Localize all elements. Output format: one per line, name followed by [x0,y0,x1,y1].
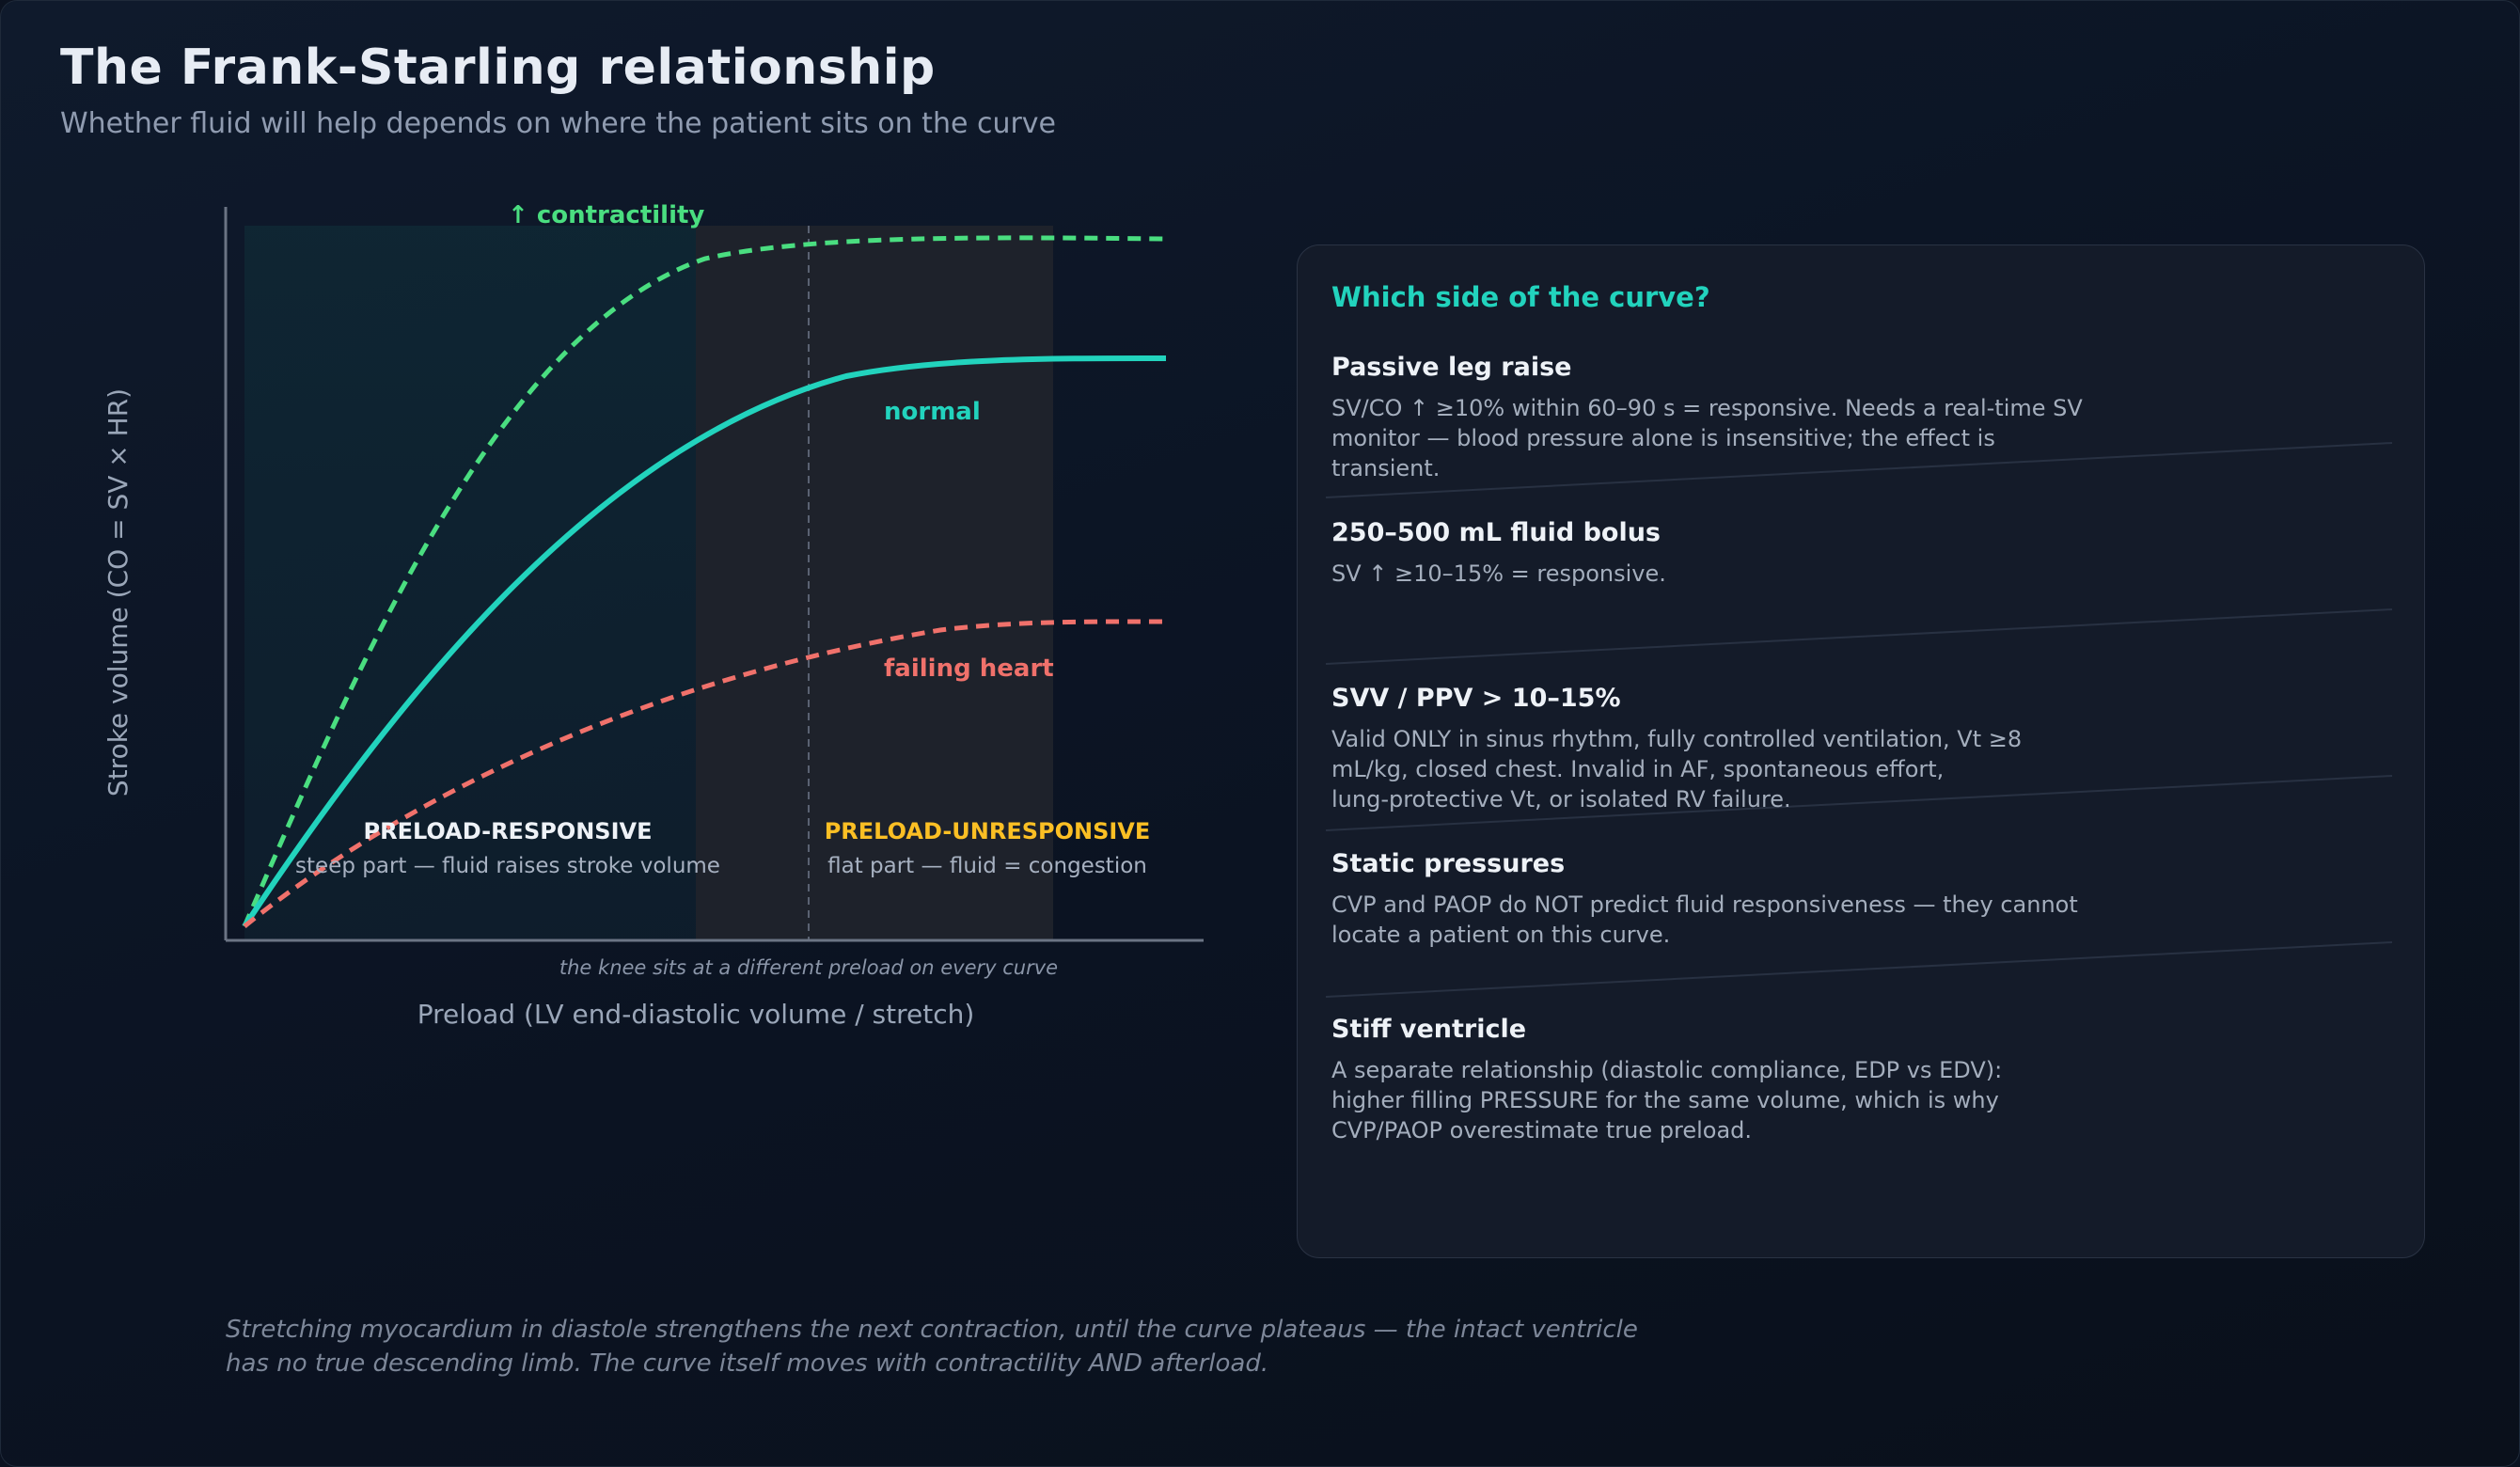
item-text-line: CVP/PAOP overestimate true preload. [1331,1117,1753,1144]
item-text: A separate relationship (diastolic compl… [1331,1055,2084,1145]
item-text-line: transient. [1331,455,1441,481]
separator-line [1325,608,2393,665]
item-title: Stiff ventricle [1331,1015,1527,1044]
frank-starling-chart: ↑ contractility normal failing heart PRE… [102,201,1204,1030]
item-text-line: lung-protective Vt, or isolated RV failu… [1331,786,1791,812]
panel-item-svv-ppv: SVV / PPV > 10–15% Valid ONLY in sinus r… [1331,684,2084,814]
panel-title: Which side of the curve? [1331,281,1710,313]
item-text: SV/CO ↑ ≥10% within 60–90 s = responsive… [1331,393,2084,483]
panel-separators [1325,442,2393,998]
knee-annotation: the knee sits at a different preload on … [559,956,1058,979]
item-text-line: mL/kg, closed chest. Invalid in AF, spon… [1331,756,1945,782]
series-label-failing: failing heart [884,655,1054,683]
footer-line: Stretching myocardium in diastole streng… [226,1316,1638,1344]
separator-line [1325,775,2393,831]
separator-line [1325,442,2393,498]
item-text: Valid ONLY in sinus rhythm, fully contro… [1331,724,2084,814]
item-text-line: SV ↑ ≥10–15% = responsive. [1331,560,1666,587]
series-label-normal: normal [884,398,981,426]
item-text-line: Valid ONLY in sinus rhythm, fully contro… [1331,726,2023,752]
panel-item-fluid-bolus: 250–500 mL fluid bolus SV ↑ ≥10–15% = re… [1331,518,2084,589]
item-text-line: monitor — blood pressure alone is insens… [1331,425,1995,451]
item-text: CVP and PAOP do NOT predict fluid respon… [1331,890,2084,950]
item-text-line: SV/CO ↑ ≥10% within 60–90 s = responsive… [1331,395,2083,421]
decision-panel: Which side of the curve? Passive leg rai… [1297,244,2425,1258]
page-title: The Frank-Starling relationship [60,39,936,96]
item-title: Passive leg raise [1331,353,1572,382]
x-axis-title: Preload (LV end-diastolic volume / stret… [417,999,975,1030]
contractility-curve [242,235,1167,927]
item-title: 250–500 mL fluid bolus [1331,518,1661,547]
item-title: Static pressures [1331,849,1566,878]
unresponsive-region [696,226,1053,940]
panel-item-passive-leg-raise: Passive leg raise SV/CO ↑ ≥10% within 60… [1331,353,2084,483]
responsive-region-subtitle: steep part — fluid raises stroke volume [295,854,720,878]
footer-line: has no true descending limb. The curve i… [226,1349,1269,1378]
unresponsive-region-title: PRELOAD-UNRESPONSIVE [825,818,1151,844]
item-text-line: CVP and PAOP do NOT predict fluid respon… [1331,891,2078,918]
separator-line [1325,941,2393,998]
item-title: SVV / PPV > 10–15% [1331,684,1621,713]
item-text-line: higher filling PRESSURE for the same vol… [1331,1087,1999,1113]
unresponsive-region-subtitle: flat part — fluid = congestion [827,854,1147,878]
panel-item-stiff-ventricle: Stiff ventricle A separate relationship … [1331,1015,2084,1145]
panel-item-static-pressures: Static pressures CVP and PAOP do NOT pre… [1331,849,2084,950]
item-text-line: locate a patient on this curve. [1331,922,1671,948]
footer-note: Stretching myocardium in diastole streng… [226,1313,1693,1380]
responsive-region-title: PRELOAD-RESPONSIVE [364,818,653,844]
y-axis-title: Stroke volume (CO = SV × HR) [102,388,134,797]
normal-curve [242,355,1167,928]
failing-heart-curve [243,619,1167,928]
page-subtitle: Whether fluid will help depends on where… [60,107,1057,140]
item-text-line: A separate relationship (diastolic compl… [1331,1057,2003,1083]
item-text: SV ↑ ≥10–15% = responsive. [1331,559,2084,589]
series-label-contractility: ↑ contractility [508,201,704,229]
